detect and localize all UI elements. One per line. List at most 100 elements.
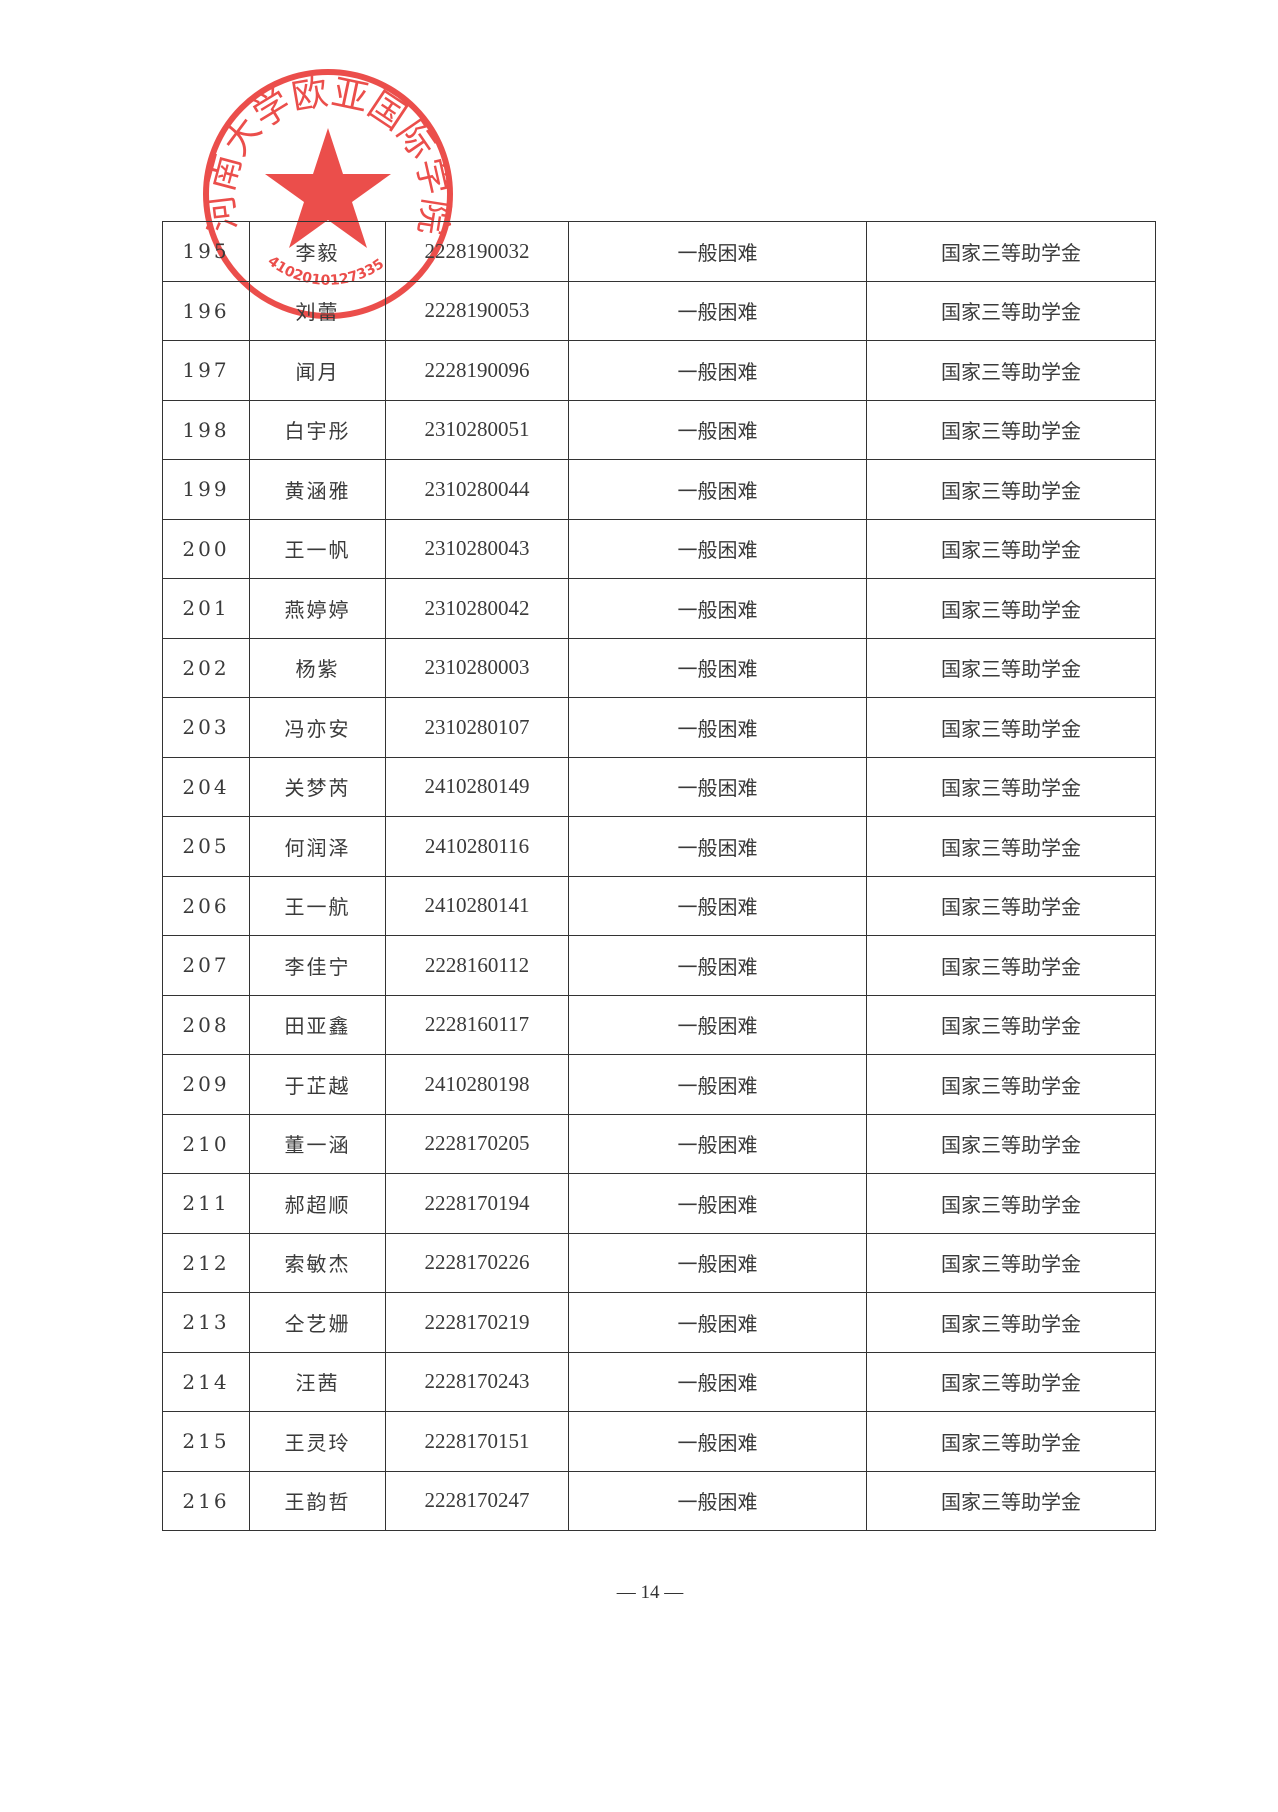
row-number: 213 [162,1292,250,1353]
table-row: 215 王灵玲 2228170151 一般困难 国家三等助学金 [162,1411,1156,1472]
award-type: 国家三等助学金 [866,1173,1156,1234]
row-number: 209 [162,1054,250,1115]
row-number: 199 [162,459,250,520]
table-row: 204 关梦芮 2410280149 一般困难 国家三等助学金 [162,756,1156,817]
student-id: 2310280043 [385,518,569,579]
award-type: 国家三等助学金 [866,1470,1156,1531]
award-type: 国家三等助学金 [866,875,1156,936]
difficulty-level: 一般困难 [568,280,867,341]
student-id: 2310280003 [385,637,569,698]
difficulty-level: 一般困难 [568,994,867,1055]
table-row: 198 白宇彤 2310280051 一般困难 国家三等助学金 [162,399,1156,460]
difficulty-level: 一般困难 [568,1113,867,1174]
difficulty-level: 一般困难 [568,459,867,520]
student-id: 2228160117 [385,994,569,1055]
award-type: 国家三等助学金 [866,1411,1156,1472]
award-type: 国家三等助学金 [866,816,1156,877]
table-row: 206 王一航 2410280141 一般困难 国家三等助学金 [162,875,1156,936]
table-row: 195 李毅 2228190032 一般困难 国家三等助学金 [162,221,1156,282]
table-row: 205 何润泽 2410280116 一般困难 国家三等助学金 [162,816,1156,877]
row-number: 215 [162,1411,250,1472]
table-row: 201 燕婷婷 2310280042 一般困难 国家三等助学金 [162,578,1156,639]
student-name: 汪茜 [249,1351,386,1412]
table-row: 210 董一涵 2228170205 一般困难 国家三等助学金 [162,1113,1156,1174]
row-number: 204 [162,756,250,817]
student-id: 2228170194 [385,1173,569,1234]
row-number: 196 [162,280,250,341]
student-id: 2310280051 [385,399,569,460]
row-number: 197 [162,340,250,401]
row-number: 198 [162,399,250,460]
student-name: 冯亦安 [249,697,386,758]
student-name: 王一帆 [249,518,386,579]
table-row: 202 杨紫 2310280003 一般困难 国家三等助学金 [162,637,1156,698]
row-number: 201 [162,578,250,639]
student-id: 2228160112 [385,935,569,996]
row-number: 211 [162,1173,250,1234]
difficulty-level: 一般困难 [568,935,867,996]
difficulty-level: 一般困难 [568,875,867,936]
student-name: 杨紫 [249,637,386,698]
row-number: 205 [162,816,250,877]
student-id: 2228170219 [385,1292,569,1353]
student-id: 2310280107 [385,697,569,758]
student-name: 王灵玲 [249,1411,386,1472]
difficulty-level: 一般困难 [568,1054,867,1115]
award-type: 国家三等助学金 [866,1113,1156,1174]
student-name: 关梦芮 [249,756,386,817]
award-type: 国家三等助学金 [866,637,1156,698]
student-name: 刘蕾 [249,280,386,341]
student-name: 索敏杰 [249,1232,386,1293]
award-type: 国家三等助学金 [866,1292,1156,1353]
student-id: 2228190096 [385,340,569,401]
award-type: 国家三等助学金 [866,1351,1156,1412]
award-type: 国家三等助学金 [866,756,1156,817]
row-number: 208 [162,994,250,1055]
student-id: 2228170226 [385,1232,569,1293]
table-row: 211 郝超顺 2228170194 一般困难 国家三等助学金 [162,1173,1156,1234]
difficulty-level: 一般困难 [568,1232,867,1293]
student-id: 2310280044 [385,459,569,520]
award-type: 国家三等助学金 [866,340,1156,401]
student-id: 2228190053 [385,280,569,341]
student-name: 白宇彤 [249,399,386,460]
student-id: 2410280198 [385,1054,569,1115]
award-type: 国家三等助学金 [866,518,1156,579]
student-id: 2228170247 [385,1470,569,1531]
student-id: 2228170151 [385,1411,569,1472]
student-name: 于芷越 [249,1054,386,1115]
difficulty-level: 一般困难 [568,1411,867,1472]
award-type: 国家三等助学金 [866,578,1156,639]
difficulty-level: 一般困难 [568,697,867,758]
student-name: 李佳宁 [249,935,386,996]
difficulty-level: 一般困难 [568,1292,867,1353]
student-id: 2310280042 [385,578,569,639]
difficulty-level: 一般困难 [568,578,867,639]
table-row: 196 刘蕾 2228190053 一般困难 国家三等助学金 [162,280,1156,341]
award-type: 国家三等助学金 [866,221,1156,282]
table-row: 207 李佳宁 2228160112 一般困难 国家三等助学金 [162,935,1156,996]
student-name: 仝艺姗 [249,1292,386,1353]
row-number: 210 [162,1113,250,1174]
student-name: 闻月 [249,340,386,401]
award-type: 国家三等助学金 [866,459,1156,520]
difficulty-level: 一般困难 [568,1173,867,1234]
row-number: 216 [162,1470,250,1531]
row-number: 195 [162,221,250,282]
row-number: 203 [162,697,250,758]
student-id: 2410280149 [385,756,569,817]
difficulty-level: 一般困难 [568,816,867,877]
row-number: 206 [162,875,250,936]
row-number: 214 [162,1351,250,1412]
row-number: 202 [162,637,250,698]
table-row: 208 田亚鑫 2228160117 一般困难 国家三等助学金 [162,994,1156,1055]
difficulty-level: 一般困难 [568,1470,867,1531]
award-type: 国家三等助学金 [866,280,1156,341]
student-id: 2228170205 [385,1113,569,1174]
student-aid-table: 195 李毅 2228190032 一般困难 国家三等助学金 196 刘蕾 222819005… [162,221,1156,1531]
difficulty-level: 一般困难 [568,1351,867,1412]
table-row: 209 于芷越 2410280198 一般困难 国家三等助学金 [162,1054,1156,1115]
row-number: 212 [162,1232,250,1293]
row-number: 207 [162,935,250,996]
table-row: 213 仝艺姗 2228170219 一般困难 国家三等助学金 [162,1292,1156,1353]
